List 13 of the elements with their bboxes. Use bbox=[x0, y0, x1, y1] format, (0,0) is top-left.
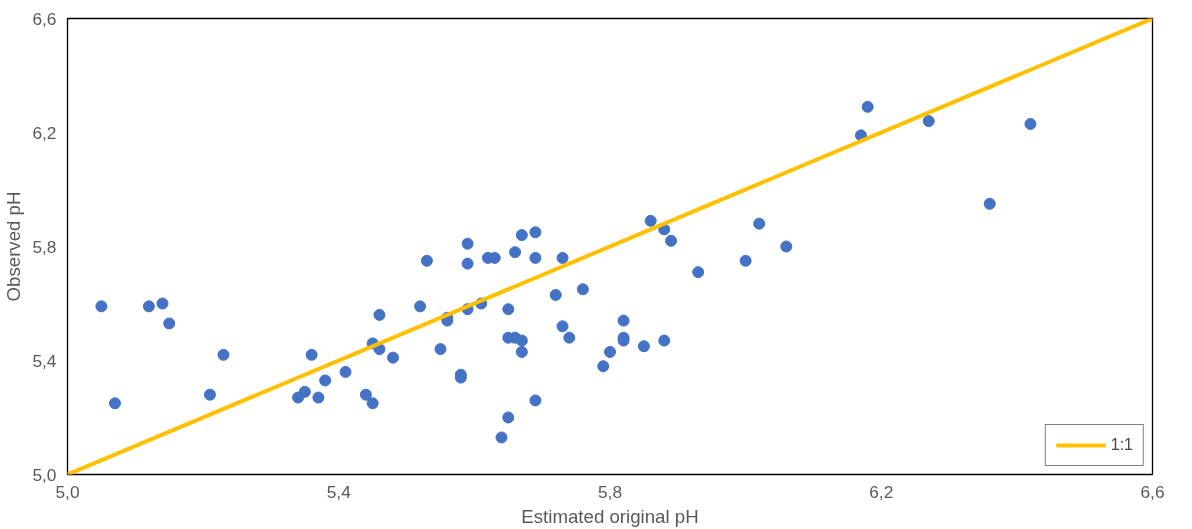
x-tick-label: 6,2 bbox=[869, 481, 894, 502]
x-tick-label: 5,0 bbox=[55, 481, 80, 502]
y-tick-label: 6,2 bbox=[32, 122, 57, 143]
x-tick-label: 5,4 bbox=[326, 481, 352, 502]
y-tick-label: 6,6 bbox=[32, 8, 57, 29]
y-tick-label: 5,4 bbox=[32, 350, 57, 371]
x-tick-label: 6,6 bbox=[1140, 481, 1165, 502]
y-tick-label: 5,0 bbox=[32, 464, 57, 485]
legend-label: 1:1 bbox=[1110, 436, 1133, 454]
y-tick-label: 5,8 bbox=[32, 236, 57, 257]
x-tick-label: 5,8 bbox=[597, 481, 623, 502]
x-axis-title: Estimated original pH bbox=[521, 505, 699, 527]
y-axis-title: Observed pH bbox=[3, 191, 25, 302]
